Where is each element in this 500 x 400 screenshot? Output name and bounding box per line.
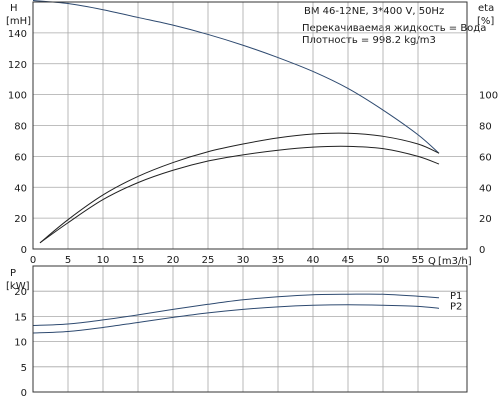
power-tick-label: 5 [21,363,27,374]
head-tick-label: 120 [8,60,27,71]
x-tick-label: 5 [65,255,71,266]
head-tick-label: 100 [8,91,27,102]
x-tick-label: 50 [377,255,390,266]
head-tick-label: 140 [8,29,27,40]
power-curve-label: P1 [450,291,462,302]
bottom-chart-grid [33,266,467,392]
x-tick-label: 45 [342,255,355,266]
x-tick-label: 25 [202,255,215,266]
x-tick-label: 20 [167,255,180,266]
head-axis-name: H [10,3,18,14]
eta-tick-label: 0 [479,245,485,256]
eta-axis-name: eta [478,3,494,14]
eta-tick-label: 20 [479,214,492,225]
power-tick-label: 15 [14,312,27,323]
flow-axis-name: Q [428,256,436,267]
liquid-info: Перекачиваемая жидкость = Вода [302,23,486,34]
x-tick-label: 40 [307,255,320,266]
bottom-plot-frame [32,265,468,393]
power-curve-p1 [32,293,440,326]
tick-labels: 0 5 10 15 20 25 30 35 40 45 50 55020406080100120140… [8,29,498,399]
head-tick-label: 80 [14,122,27,133]
power-axis-name: P [10,268,16,279]
x-tick-label: 0 [30,255,36,266]
power-curve-p2 [32,304,440,334]
head-tick-label: 20 [14,214,27,225]
head-tick-label: 40 [14,183,27,194]
head-axis-unit: [mH] [6,16,31,27]
x-tick-label: 35 [272,255,285,266]
density-info: Плотность = 998.2 kg/m3 [302,35,436,46]
eta-tick-label: 80 [479,122,492,133]
pump-model-title: BM 46-12NE, 3*400 V, 50Hz [304,6,444,17]
head-tick-label: 60 [14,152,27,163]
eta-axis-unit: [%] [477,16,494,27]
eta-tick-label: 40 [479,183,492,194]
power-axis-unit: [kW] [6,281,30,292]
x-tick-label: 15 [132,255,145,266]
head-curve [32,0,440,154]
efficiency-curve-2 [39,145,440,244]
efficiency-curve-1 [39,132,440,244]
curves [32,0,440,334]
x-tick-label: 10 [97,255,110,266]
head-tick-label: 0 [21,245,27,256]
power-tick-label: 10 [14,338,27,349]
flow-axis-unit: [m3/h] [438,256,472,267]
x-tick-label: 30 [237,255,250,266]
top-plot-frame [32,1,468,250]
power-tick-label: 20 [14,287,27,298]
eta-tick-label: 60 [479,152,492,163]
eta-tick-label: 100 [479,91,498,102]
x-tick-label: 55 [412,255,425,266]
power-curve-label: P2 [450,301,462,312]
top-chart-grid [33,2,467,249]
power-tick-label: 0 [21,388,27,399]
